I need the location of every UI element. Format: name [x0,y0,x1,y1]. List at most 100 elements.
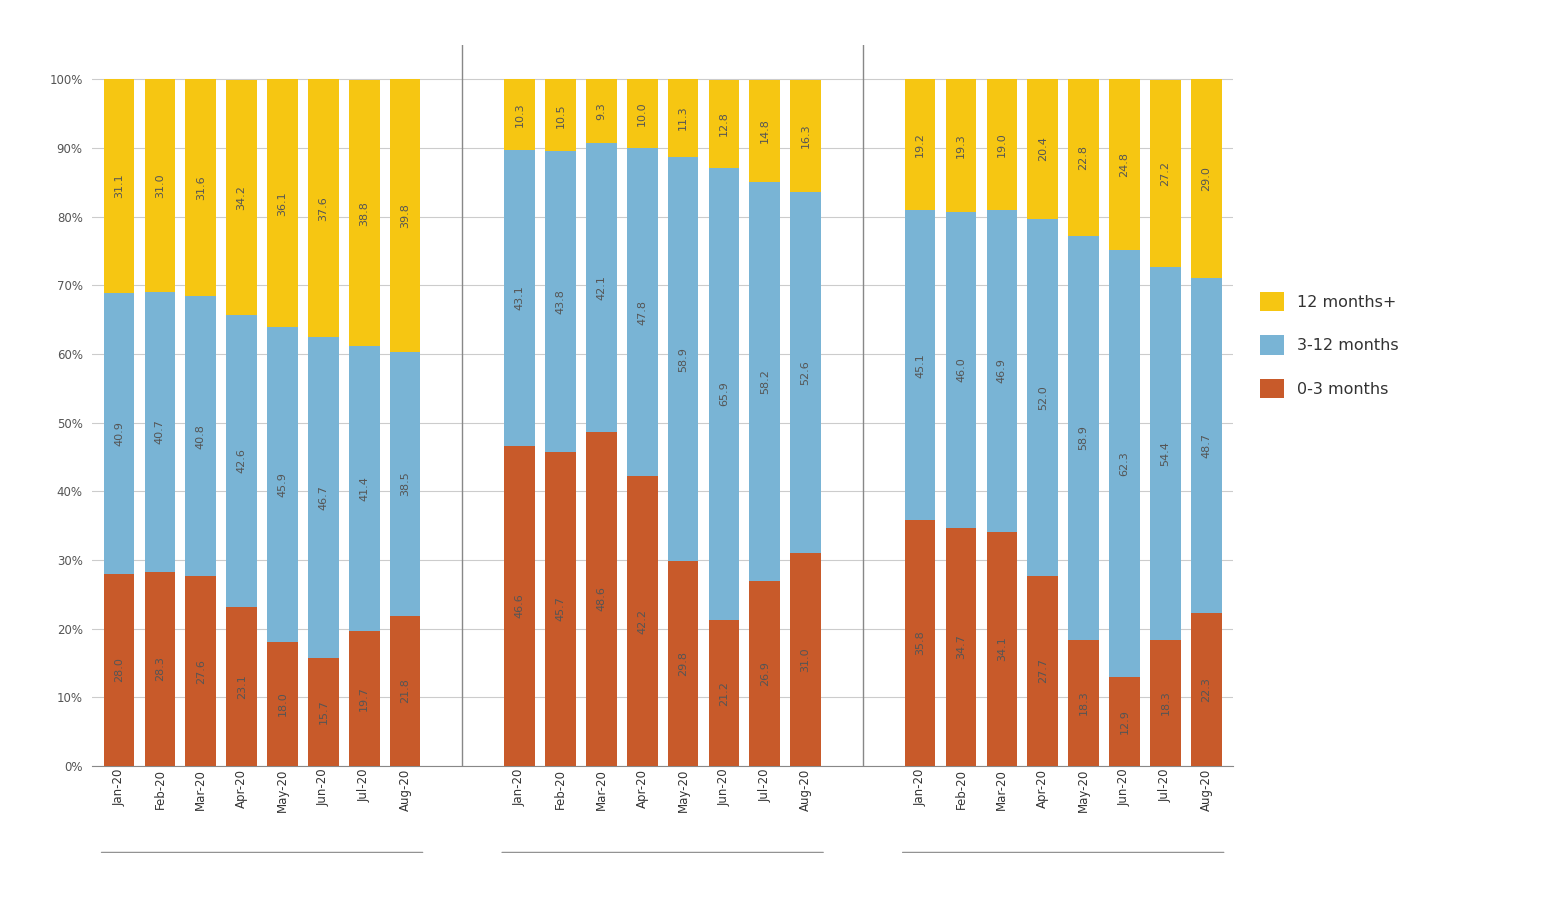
Bar [586,79,616,143]
Bar [103,574,134,766]
Bar [709,168,740,620]
Bar [348,80,379,346]
Bar [546,452,576,766]
Bar [1110,250,1140,678]
Text: 26.9: 26.9 [760,661,770,686]
Text: 22.3: 22.3 [1202,677,1211,702]
Bar [1150,641,1180,766]
Bar [348,346,379,631]
Text: 19.7: 19.7 [359,686,370,711]
Text: 34.1: 34.1 [997,636,1006,661]
Bar [103,79,134,293]
Bar [103,293,134,574]
Text: 21.2: 21.2 [720,680,729,705]
Text: 41.4: 41.4 [359,476,370,501]
Bar [308,658,339,766]
Bar [749,581,780,766]
Bar [749,80,780,182]
Text: 18.0: 18.0 [277,692,288,716]
Text: 40.7: 40.7 [156,420,165,444]
Text: 16.3: 16.3 [801,123,811,149]
Text: 35.8: 35.8 [915,631,925,655]
Text: 10.0: 10.0 [636,102,647,126]
Bar [586,432,616,766]
Text: 43.1: 43.1 [515,286,524,310]
Bar [749,182,780,581]
Bar [986,532,1017,766]
Text: 54.4: 54.4 [1160,441,1170,466]
Text: 31.6: 31.6 [196,176,206,200]
Text: 36.1: 36.1 [277,191,288,215]
Bar [905,78,935,211]
Text: 45.9: 45.9 [277,472,288,497]
Text: 28.0: 28.0 [114,658,123,682]
Text: 48.6: 48.6 [596,587,606,612]
Text: 58.9: 58.9 [1079,425,1088,450]
Text: 62.3: 62.3 [1119,451,1130,476]
Text: 52.6: 52.6 [801,360,811,385]
Text: 45.1: 45.1 [915,353,925,378]
Bar [185,79,216,296]
Bar [267,327,297,642]
Bar [946,212,977,528]
Text: 31.1: 31.1 [114,174,123,198]
Bar [308,338,339,658]
Bar [1191,79,1222,278]
Bar [1068,79,1099,236]
Bar [1068,236,1099,641]
Bar [145,79,176,292]
Text: 10.3: 10.3 [515,103,524,127]
Text: 21.8: 21.8 [401,678,410,704]
Text: 14.8: 14.8 [760,118,770,143]
Text: 18.3: 18.3 [1160,691,1170,715]
Text: 18.3: 18.3 [1079,691,1088,715]
Text: 12.9: 12.9 [1119,709,1130,734]
Text: 43.8: 43.8 [555,289,566,314]
Bar [791,553,821,766]
Text: 40.9: 40.9 [114,421,123,446]
Text: 46.7: 46.7 [319,486,328,510]
Bar [1110,678,1140,766]
Bar [667,157,698,561]
Text: 42.6: 42.6 [237,449,247,474]
Text: 39.8: 39.8 [401,203,410,228]
Text: 46.9: 46.9 [997,359,1006,383]
Bar [627,476,658,766]
Bar [504,150,535,446]
Text: 58.2: 58.2 [760,369,770,394]
Bar [185,296,216,577]
Bar [946,528,977,766]
Text: 19.3: 19.3 [955,133,966,158]
Text: 24.8: 24.8 [1119,152,1130,177]
Bar [905,520,935,766]
Text: 11.3: 11.3 [678,105,689,131]
Text: 65.9: 65.9 [720,382,729,406]
Bar [267,642,297,766]
Bar [390,616,421,766]
Bar [791,192,821,553]
Bar [546,79,576,151]
Bar [185,577,216,766]
Text: 22.8: 22.8 [1079,145,1088,170]
Bar [1191,613,1222,766]
Text: 42.2: 42.2 [636,608,647,633]
Text: 31.0: 31.0 [801,647,811,672]
Text: 31.0: 31.0 [156,174,165,198]
Bar [1028,219,1059,576]
Legend: 12 months+, 3-12 months, 0-3 months: 12 months+, 3-12 months, 0-3 months [1253,284,1407,406]
Bar [986,210,1017,532]
Bar [145,571,176,766]
Bar [390,78,421,352]
Bar [267,79,297,327]
Text: 27.7: 27.7 [1037,659,1048,683]
Text: 47.8: 47.8 [636,300,647,324]
Text: 29.0: 29.0 [1202,167,1211,191]
Text: 27.2: 27.2 [1160,161,1170,186]
Bar [986,79,1017,210]
Text: 52.0: 52.0 [1037,385,1048,410]
Bar [627,79,658,148]
Bar [709,620,740,766]
Text: 46.6: 46.6 [515,594,524,618]
Bar [1150,80,1180,267]
Bar [586,143,616,432]
